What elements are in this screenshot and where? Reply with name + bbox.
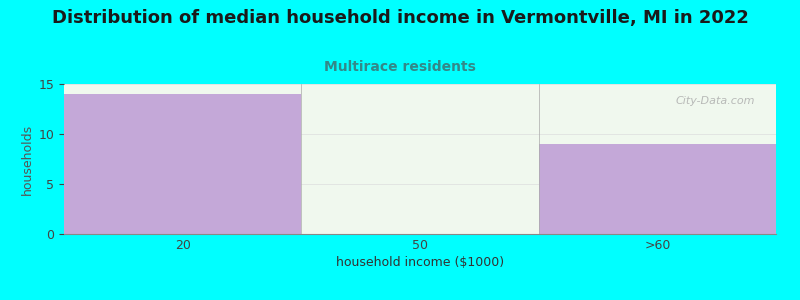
- X-axis label: household income ($1000): household income ($1000): [336, 256, 504, 269]
- Text: Multirace residents: Multirace residents: [324, 60, 476, 74]
- Text: City-Data.com: City-Data.com: [675, 96, 754, 106]
- Text: Distribution of median household income in Vermontville, MI in 2022: Distribution of median household income …: [51, 9, 749, 27]
- Y-axis label: households: households: [22, 123, 34, 195]
